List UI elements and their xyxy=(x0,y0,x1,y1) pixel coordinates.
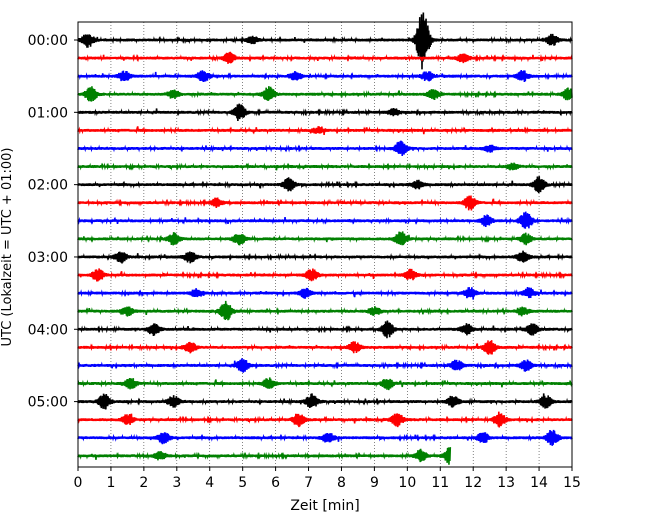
x-tick-label: 1 xyxy=(106,475,115,491)
x-tick-label: 0 xyxy=(74,475,83,491)
x-tick-label: 15 xyxy=(563,475,581,491)
trace-line xyxy=(77,268,573,282)
y-tick-label: 00:00 xyxy=(28,33,68,49)
y-tick-label: 04:00 xyxy=(28,322,68,338)
trace-line xyxy=(77,429,573,446)
trace-line xyxy=(77,195,573,211)
x-tick-label: 12 xyxy=(464,475,482,491)
trace-line xyxy=(77,103,573,122)
trace-group xyxy=(77,12,573,465)
trace-line xyxy=(77,340,573,355)
x-tick-label: 13 xyxy=(497,475,515,491)
trace-line xyxy=(77,411,573,428)
y-axis-ticks: 00:00 01:00 02:00 03:00 04:00 05:00 xyxy=(28,33,78,411)
y-tick-label: 03:00 xyxy=(28,250,68,266)
x-tick-label: 3 xyxy=(172,475,181,491)
plot-frame xyxy=(77,21,573,468)
trace-line xyxy=(77,358,573,373)
x-tick-label: 9 xyxy=(370,475,379,491)
trace-line xyxy=(77,287,573,300)
x-tick-label: 2 xyxy=(139,475,148,491)
x-axis-ticks: 0 1 2 3 4 5 6 7 8 9 10 11 12 13 14 15 xyxy=(74,467,581,491)
trace-line xyxy=(77,12,573,70)
trace-line xyxy=(77,231,573,246)
x-tick-label: 8 xyxy=(337,475,346,491)
x-tick-label: 7 xyxy=(304,475,313,491)
trace-line xyxy=(77,211,573,229)
x-tick-label: 4 xyxy=(205,475,214,491)
y-tick-label: 01:00 xyxy=(28,105,68,121)
y-tick-label: 02:00 xyxy=(28,178,68,194)
x-tick-label: 10 xyxy=(398,475,416,491)
x-tick-label: 5 xyxy=(238,475,247,491)
x-axis-title: Zeit [min] xyxy=(290,498,359,514)
x-tick-label: 11 xyxy=(431,475,449,491)
trace-line xyxy=(77,300,573,321)
trace-line xyxy=(77,250,573,264)
vertical-gridlines xyxy=(110,22,540,467)
trace-line xyxy=(77,320,573,339)
x-tick-label: 14 xyxy=(530,475,548,491)
trace-line xyxy=(77,176,573,194)
trace-line xyxy=(77,140,573,157)
x-tick-label: 6 xyxy=(271,475,280,491)
trace-line xyxy=(77,70,573,83)
trace-line xyxy=(77,377,573,391)
trace-line xyxy=(77,86,573,102)
trace-line xyxy=(77,162,573,171)
y-tick-label: 05:00 xyxy=(28,395,68,411)
trace-line xyxy=(77,393,573,410)
trace-line xyxy=(77,447,452,465)
trace-line xyxy=(77,51,573,64)
trace-line xyxy=(77,126,573,135)
y-axis-title: UTC (Lokalzeit = UTC + 01:00) xyxy=(0,148,15,347)
